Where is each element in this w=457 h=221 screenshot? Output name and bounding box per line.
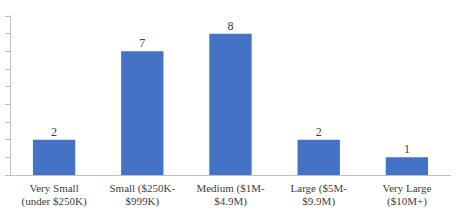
svg-text:1: 1 [404,142,410,156]
svg-text:$4.9M): $4.9M) [214,195,247,208]
svg-text:2: 2 [51,125,57,139]
svg-text:Small ($250K-: Small ($250K- [109,182,175,195]
svg-text:8: 8 [228,19,234,33]
svg-text:Medium ($1M-: Medium ($1M- [196,182,264,195]
svg-text:Large ($5M-: Large ($5M- [291,182,348,195]
svg-text:Very Small: Very Small [29,182,78,194]
svg-text:2: 2 [316,125,322,139]
svg-text:7: 7 [139,36,145,50]
svg-text:$999K): $999K) [125,195,159,208]
svg-text:($10M+): ($10M+) [387,195,427,208]
svg-text:(under $250K): (under $250K) [22,195,87,208]
svg-text:$9.9M): $9.9M) [302,195,335,208]
svg-text:Very Large: Very Large [382,182,431,194]
